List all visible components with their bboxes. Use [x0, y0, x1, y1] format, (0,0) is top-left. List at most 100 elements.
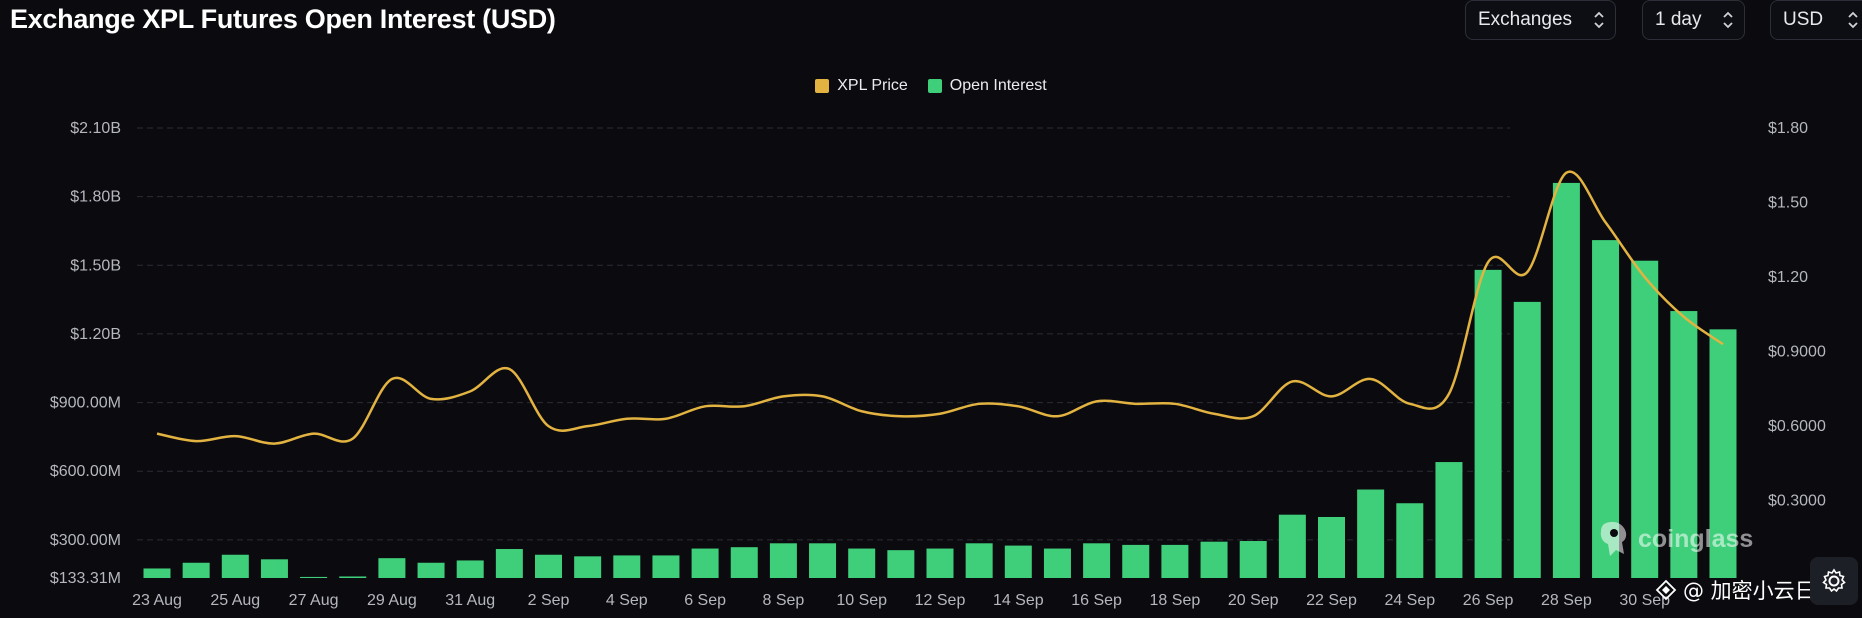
open-interest-bar[interactable] [1278, 514, 1306, 578]
y-left-tick-label: $2.10B [70, 120, 121, 137]
x-tick-label: 18 Sep [1150, 592, 1201, 609]
y-right-tick-label: $0.6000 [1768, 418, 1826, 435]
x-tick-label: 22 Sep [1306, 592, 1357, 609]
axis-layer: $133.31M $300.00M $600.00M $900.00M $1.20B $1… [50, 120, 1826, 609]
open-interest-bar[interactable] [378, 558, 406, 578]
x-tick-label: 28 Sep [1541, 592, 1592, 609]
open-interest-bar[interactable] [1043, 548, 1071, 578]
sort-updown-icon [1848, 11, 1858, 29]
open-interest-bar[interactable] [1161, 544, 1189, 578]
open-interest-bar[interactable] [769, 543, 797, 578]
open-interest-bar[interactable] [1474, 269, 1502, 578]
interval-select[interactable]: 1 day [1642, 0, 1745, 40]
open-interest-bar[interactable] [1318, 516, 1345, 578]
open-interest-bar[interactable] [300, 576, 328, 578]
currency-select-label: USD [1783, 9, 1824, 30]
open-interest-bar[interactable] [809, 543, 837, 578]
gear-icon [1822, 568, 1846, 593]
y-right-tick-label: $1.80 [1768, 120, 1808, 137]
y-left-tick-label: $1.20B [70, 326, 121, 343]
open-interest-bar[interactable] [1122, 544, 1150, 578]
open-interest-bar[interactable] [613, 555, 641, 578]
legend-label-open-interest: Open Interest [949, 77, 1047, 94]
coinglass-logo-icon [1600, 521, 1627, 556]
x-tick-label: 24 Sep [1384, 592, 1435, 609]
legend-label-price: XPL Price [837, 77, 908, 94]
open-interest-bar[interactable] [260, 559, 288, 578]
currency-select[interactable]: USD [1770, 0, 1862, 40]
open-interest-bar[interactable] [456, 560, 484, 578]
x-tick-label: 27 Aug [289, 592, 339, 609]
open-interest-bar[interactable] [1396, 503, 1424, 578]
open-interest-bar[interactable] [535, 554, 562, 578]
open-interest-bar[interactable] [182, 562, 210, 578]
open-interest-bar[interactable] [1592, 240, 1620, 578]
x-tick-label: 12 Sep [915, 592, 966, 609]
open-interest-bar[interactable] [652, 555, 680, 578]
open-interest-bar[interactable] [926, 548, 954, 578]
x-tick-label: 14 Sep [993, 592, 1044, 609]
legend-swatch-open-interest [927, 79, 942, 93]
open-interest-bar[interactable] [1239, 541, 1267, 578]
interval-select-label: 1 day [1655, 9, 1702, 30]
legend-item-price[interactable]: XPL Price [815, 77, 908, 95]
sort-updown-icon [1594, 11, 1604, 29]
page-title: Exchange XPL Futures Open Interest (USD) [10, 4, 556, 34]
coinglass-watermark: coinglass [1598, 520, 1753, 558]
y-right-tick-label: $1.50 [1768, 195, 1808, 212]
share-icon [1655, 579, 1677, 601]
chart-legend: XPL Price Open Interest [0, 77, 1862, 95]
settings-button[interactable] [1810, 557, 1858, 605]
x-tick-label: 8 Sep [762, 592, 804, 609]
y-right-tick-label: $1.20 [1768, 269, 1808, 286]
open-interest-bar[interactable] [1631, 260, 1659, 578]
x-tick-label: 6 Sep [684, 592, 726, 609]
x-tick-label: 26 Sep [1463, 592, 1514, 609]
open-interest-bar[interactable] [221, 554, 249, 578]
y-left-tick-label: $1.80B [70, 189, 121, 206]
bars-layer [143, 182, 1737, 578]
open-interest-bar[interactable] [1083, 543, 1111, 578]
x-tick-label: 16 Sep [1071, 592, 1122, 609]
x-tick-label: 20 Sep [1228, 592, 1279, 609]
open-interest-bar[interactable] [887, 550, 915, 578]
grid-layer [137, 127, 1510, 541]
open-interest-bar[interactable] [730, 547, 758, 578]
watermark-text: coinglass [1638, 524, 1754, 553]
x-tick-label: 10 Sep [836, 592, 887, 609]
legend-swatch-price [815, 79, 830, 93]
open-interest-bar[interactable] [339, 576, 367, 578]
open-interest-bar[interactable] [691, 548, 719, 578]
open-interest-bar[interactable] [1200, 541, 1228, 578]
open-interest-bar[interactable] [1357, 489, 1385, 578]
open-interest-bar[interactable] [1513, 301, 1541, 578]
line-layer [156, 170, 1724, 445]
exchanges-select[interactable]: Exchanges [1465, 0, 1616, 40]
open-interest-bar[interactable] [848, 548, 876, 578]
y-left-tick-label: $133.31M [50, 570, 121, 587]
x-tick-label: 31 Aug [445, 592, 495, 609]
y-left-tick-label: $1.50B [70, 257, 121, 274]
open-interest-bar[interactable] [1552, 182, 1580, 578]
y-left-tick-label: $600.00M [50, 463, 121, 480]
open-interest-bar[interactable] [1670, 311, 1698, 578]
x-tick-label: 23 Aug [132, 592, 182, 609]
xpl-price-line[interactable] [156, 170, 1724, 445]
x-tick-label: 2 Sep [528, 592, 570, 609]
x-tick-label: 29 Aug [367, 592, 417, 609]
open-interest-bar[interactable] [1709, 329, 1737, 578]
legend-item-open-interest[interactable]: Open Interest [927, 77, 1047, 95]
open-interest-bar[interactable] [1004, 545, 1032, 578]
open-interest-bar[interactable] [1435, 462, 1463, 578]
open-interest-bar[interactable] [574, 556, 602, 578]
y-right-tick-label: $0.3000 [1768, 493, 1826, 510]
exchanges-select-label: Exchanges [1478, 9, 1573, 30]
open-interest-bar[interactable] [495, 549, 523, 578]
open-interest-bar[interactable] [417, 562, 445, 578]
x-tick-label: 30 Sep [1619, 592, 1670, 609]
open-interest-bar[interactable] [965, 543, 993, 578]
x-tick-label: 4 Sep [606, 592, 648, 609]
open-interest-bar[interactable] [143, 568, 171, 578]
